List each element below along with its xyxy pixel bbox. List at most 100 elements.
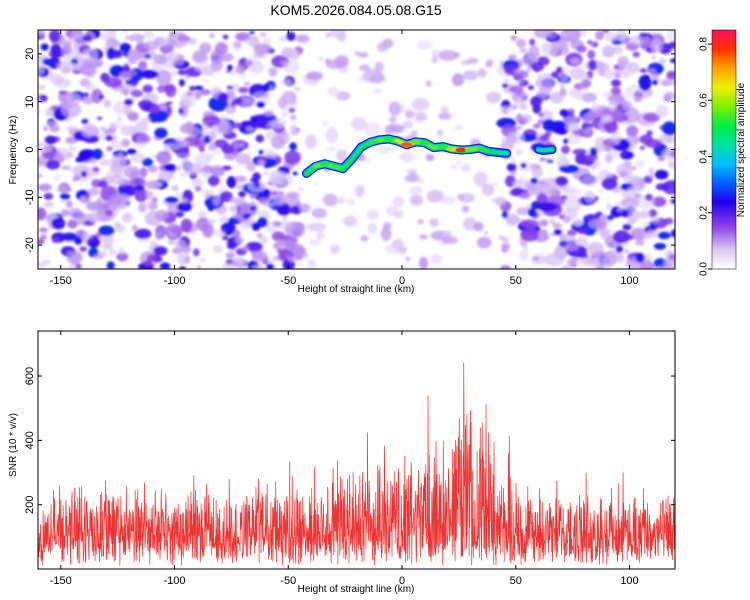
noise-blob [194, 186, 202, 192]
noise-blob [425, 80, 432, 87]
noise-blob [97, 180, 108, 189]
snr-x-tick-label: 50 [510, 575, 522, 587]
heatmap-y-label: Frequency (Hz) [8, 116, 19, 185]
noise-blob [565, 186, 581, 198]
noise-blob [522, 243, 529, 251]
noise-blob [590, 166, 597, 170]
noise-blob [235, 153, 252, 165]
heatmap-x-tick-label: 100 [620, 275, 638, 287]
noise-blob [180, 218, 193, 233]
noise-blob [263, 202, 275, 208]
noise-blob [655, 183, 668, 191]
noise-blob [244, 82, 251, 87]
noise-blob [127, 69, 137, 77]
noise-blob [500, 141, 515, 151]
ridge-peak [437, 144, 449, 150]
noise-blob [187, 126, 200, 138]
noise-blob [613, 65, 620, 69]
noise-blob [139, 167, 148, 178]
noise-blob [641, 36, 651, 44]
noise-blob [426, 190, 444, 203]
noise-blob [477, 68, 487, 78]
noise-blob [253, 43, 272, 55]
noise-blob [260, 53, 269, 60]
noise-blob [388, 101, 401, 117]
noise-blob [359, 64, 371, 71]
noise-blob [527, 208, 537, 217]
noise-blob [651, 55, 656, 60]
noise-blob [171, 184, 179, 192]
noise-blob [82, 48, 99, 61]
noise-blob [231, 266, 237, 269]
noise-blob [263, 158, 277, 168]
noise-blob [269, 186, 278, 193]
noise-blob [287, 256, 298, 263]
noise-blob [82, 96, 94, 105]
noise-blob [187, 38, 198, 45]
noise-blob [38, 109, 42, 114]
noise-blob [258, 150, 264, 155]
noise-blob [521, 113, 533, 123]
noise-blob [91, 88, 103, 104]
noise-blob [668, 189, 675, 195]
noise-blob [561, 67, 574, 76]
noise-blob [38, 155, 47, 165]
noise-blob [626, 125, 639, 137]
noise-blob [155, 181, 164, 187]
noise-blob [335, 198, 344, 204]
noise-blob [643, 112, 661, 123]
noise-blob [620, 71, 630, 79]
ridge-peak [446, 146, 458, 152]
noise-blob [114, 87, 123, 93]
noise-blob [167, 200, 178, 215]
noise-blob [581, 78, 592, 88]
noise-blob [512, 178, 523, 188]
noise-blob [316, 232, 325, 240]
noise-blob [183, 162, 203, 176]
noise-blob [262, 170, 270, 176]
noise-blob [43, 192, 54, 200]
noise-blob [88, 211, 101, 223]
noise-blob [116, 116, 122, 122]
noise-blob [219, 191, 233, 203]
noise-blob [502, 211, 508, 219]
noise-blob [646, 130, 653, 137]
noise-blob [461, 205, 470, 213]
noise-blob [202, 115, 221, 125]
noise-blob [619, 61, 627, 69]
noise-blob [372, 88, 383, 94]
noise-blob [415, 112, 428, 122]
noise-blob [581, 92, 597, 103]
noise-blob [650, 38, 663, 54]
noise-blob [360, 235, 369, 242]
noise-blob [546, 159, 554, 163]
noise-blob [663, 91, 675, 101]
noise-blob [604, 119, 618, 134]
noise-blob [559, 164, 579, 174]
noise-blob [484, 230, 489, 236]
noise-blob [499, 60, 504, 65]
noise-blob [639, 68, 648, 73]
noise-blob [425, 154, 435, 161]
noise-blob [394, 210, 402, 219]
noise-blob [60, 193, 71, 200]
noise-blob [167, 239, 175, 245]
noise-blob [201, 188, 215, 197]
noise-blob [587, 242, 604, 256]
noise-blob [505, 213, 519, 226]
noise-blob [648, 167, 655, 175]
noise-blob [75, 263, 82, 269]
noise-blob [102, 154, 107, 158]
noise-blob [66, 200, 73, 209]
noise-blob [549, 218, 556, 225]
noise-blob [50, 72, 58, 80]
noise-blob [561, 264, 570, 269]
noise-blob [251, 222, 261, 231]
noise-blob [531, 253, 546, 265]
noise-blob [377, 146, 393, 155]
noise-blob [506, 131, 525, 145]
noise-blob [579, 257, 597, 266]
noise-blob [429, 218, 439, 228]
colorbar-tick-label: 0.4 [699, 149, 710, 163]
noise-blob [156, 69, 172, 87]
